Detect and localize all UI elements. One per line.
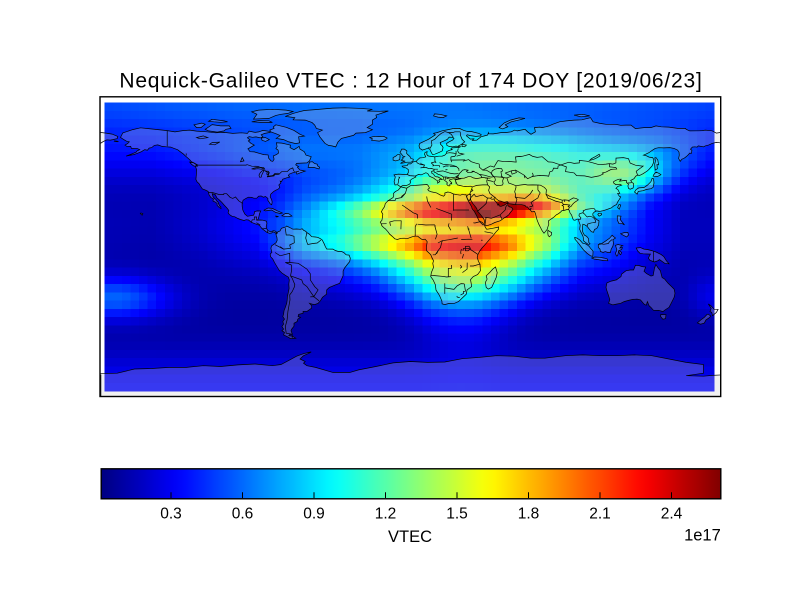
svg-text:0.6: 0.6 (232, 505, 254, 522)
svg-text:1.5: 1.5 (446, 505, 468, 522)
svg-text:2.1: 2.1 (589, 505, 611, 522)
svg-text:0.3: 0.3 (160, 505, 182, 522)
svg-text:1e17: 1e17 (684, 527, 721, 545)
svg-text:Nequick-Galileo VTEC : 12 Hour: Nequick-Galileo VTEC : 12 Hour of 174 DO… (119, 70, 702, 93)
svg-text:0.9: 0.9 (303, 505, 325, 522)
svg-text:1.2: 1.2 (375, 505, 397, 522)
svg-text:VTEC: VTEC (388, 528, 432, 546)
svg-text:2.4: 2.4 (661, 505, 683, 522)
svg-text:1.8: 1.8 (518, 505, 540, 522)
